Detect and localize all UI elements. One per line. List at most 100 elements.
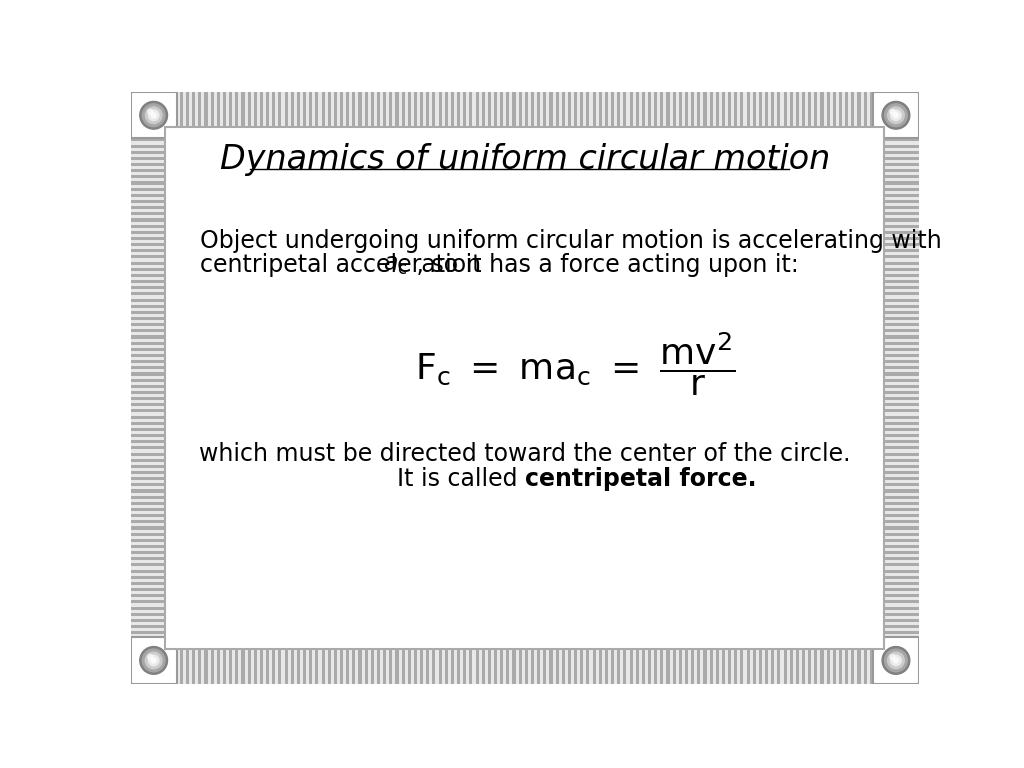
Bar: [331, 649, 334, 684]
Bar: [196, 649, 199, 684]
Bar: [713, 92, 716, 127]
Bar: [361, 92, 365, 127]
Bar: [885, 147, 920, 151]
Bar: [885, 440, 920, 443]
Bar: [331, 92, 334, 127]
Bar: [303, 649, 306, 684]
Bar: [131, 141, 165, 144]
Bar: [885, 253, 920, 256]
Bar: [885, 212, 920, 215]
Bar: [660, 649, 664, 684]
Bar: [885, 616, 920, 619]
Bar: [885, 233, 920, 237]
Bar: [392, 92, 395, 127]
Bar: [368, 649, 371, 684]
Bar: [282, 649, 285, 684]
Bar: [414, 649, 417, 684]
Bar: [337, 92, 340, 127]
Circle shape: [890, 109, 895, 114]
Bar: [869, 92, 872, 127]
Bar: [131, 508, 165, 511]
Bar: [202, 92, 205, 127]
Bar: [131, 455, 165, 458]
Bar: [885, 221, 920, 224]
Bar: [670, 92, 673, 127]
Circle shape: [152, 658, 156, 663]
Bar: [885, 558, 920, 561]
Bar: [131, 397, 165, 400]
Bar: [131, 333, 165, 336]
Bar: [611, 92, 614, 127]
Bar: [602, 92, 605, 127]
Bar: [765, 92, 768, 127]
Bar: [131, 400, 165, 403]
Bar: [550, 92, 553, 127]
Bar: [236, 92, 239, 127]
Bar: [531, 649, 535, 684]
Bar: [303, 92, 306, 127]
Bar: [633, 92, 636, 127]
Circle shape: [142, 104, 165, 127]
Bar: [793, 92, 796, 127]
Bar: [885, 336, 920, 339]
Bar: [131, 573, 165, 576]
Bar: [756, 92, 759, 127]
Bar: [380, 649, 383, 684]
Bar: [885, 369, 920, 372]
Bar: [630, 649, 633, 684]
Bar: [885, 498, 920, 502]
Bar: [885, 376, 920, 379]
Bar: [131, 449, 165, 452]
Bar: [829, 92, 833, 127]
Bar: [260, 649, 263, 684]
Text: Object undergoing uniform circular motion is accelerating with: Object undergoing uniform circular motio…: [200, 229, 942, 253]
Bar: [340, 649, 343, 684]
Bar: [131, 422, 165, 425]
Bar: [550, 649, 553, 684]
Bar: [279, 92, 282, 127]
Bar: [885, 601, 920, 604]
Bar: [885, 412, 920, 415]
Bar: [131, 308, 165, 311]
Bar: [131, 539, 165, 542]
Bar: [885, 277, 920, 280]
Bar: [193, 92, 196, 127]
Bar: [346, 649, 349, 684]
Bar: [131, 237, 165, 240]
Bar: [826, 92, 829, 127]
Bar: [312, 649, 315, 684]
Bar: [774, 92, 777, 127]
Bar: [839, 92, 842, 127]
Bar: [531, 92, 535, 127]
Bar: [131, 354, 165, 357]
Bar: [131, 240, 165, 243]
Bar: [885, 348, 920, 351]
Bar: [487, 92, 490, 127]
Bar: [685, 92, 688, 127]
Bar: [885, 400, 920, 403]
Bar: [722, 649, 725, 684]
Bar: [346, 92, 349, 127]
Bar: [512, 92, 515, 127]
Bar: [420, 649, 423, 684]
Bar: [885, 437, 920, 440]
Bar: [703, 649, 707, 684]
Bar: [885, 625, 920, 628]
Bar: [131, 425, 165, 428]
Bar: [833, 649, 836, 684]
Bar: [885, 579, 920, 582]
Bar: [297, 649, 300, 684]
Bar: [131, 351, 165, 354]
Bar: [457, 92, 460, 127]
Bar: [131, 548, 165, 551]
Bar: [131, 558, 165, 561]
Bar: [131, 147, 165, 151]
Bar: [131, 209, 165, 212]
Bar: [214, 92, 217, 127]
Bar: [885, 505, 920, 508]
Bar: [885, 561, 920, 564]
Bar: [451, 92, 454, 127]
Bar: [131, 181, 165, 184]
Bar: [211, 92, 214, 127]
Bar: [885, 280, 920, 283]
